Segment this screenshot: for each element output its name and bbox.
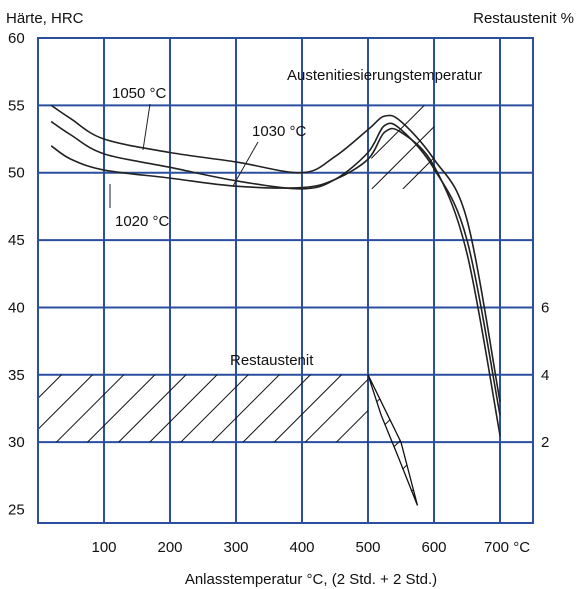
series-label-1020: 1020 °C [115, 213, 170, 230]
y-tick-label: 30 [8, 434, 25, 451]
y2-tick-label: 4 [541, 367, 549, 384]
austenite-transform-zone [371, 105, 434, 189]
x-tick-label: 600 [421, 539, 446, 556]
x-tick-label: 200 [157, 539, 182, 556]
y-tick-label: 35 [8, 367, 25, 384]
series-line-2 [50, 127, 501, 436]
y-axis-label: Härte, HRC [6, 10, 84, 27]
series-line-1 [50, 120, 501, 416]
retained-austenite-tail-outline [367, 374, 419, 506]
y-tick-label: 55 [8, 97, 25, 114]
series-lines [50, 104, 501, 436]
y-tick-label: 40 [8, 299, 25, 316]
hatched-regions [38, 105, 434, 506]
y2-tick-label: 6 [541, 299, 549, 316]
x-tick-label: 500 [355, 539, 380, 556]
series-line-0 [50, 104, 501, 402]
x-tick-label: 700 °C [484, 539, 530, 556]
grid-lines [38, 38, 533, 523]
x-tick-label: 100 [91, 539, 116, 556]
tick-labels: 25 30 35 40 45 50 55 60 100 200 300 400 500 600 700 °C… [8, 30, 549, 556]
y2-axis-label: Restaustenit % [473, 10, 574, 27]
plot-frame [37, 37, 534, 524]
annotation-restaustenit: Restaustenit [230, 352, 314, 369]
y-tick-label: 60 [8, 30, 25, 47]
x-tick-label: 400 [289, 539, 314, 556]
annotation-austenitizing: Austenitiesierungstemperatur [287, 67, 482, 84]
leader-1030 [232, 141, 259, 187]
leader-1050 [142, 103, 151, 151]
retained-austenite-band [38, 374, 368, 443]
y2-tick-label: 2 [541, 434, 549, 451]
x-axis-label: Anlasstemperatur °C, (2 Std. + 2 Std.) [185, 571, 437, 588]
series-label-1030: 1030 °C [252, 123, 307, 140]
series-label-1050: 1050 °C [112, 85, 167, 102]
y-tick-label: 25 [8, 502, 25, 519]
x-tick-label: 300 [223, 539, 248, 556]
y-tick-label: 45 [8, 232, 25, 249]
y-tick-label: 50 [8, 165, 25, 182]
